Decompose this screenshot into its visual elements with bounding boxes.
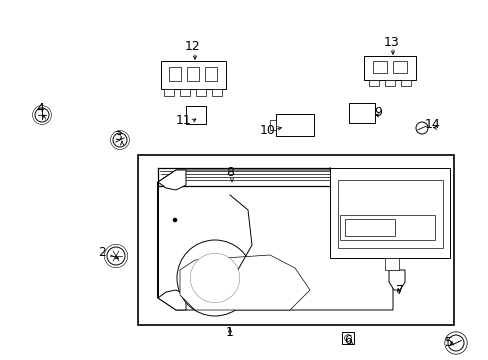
Text: 8: 8	[225, 166, 234, 180]
Text: 10: 10	[260, 123, 275, 136]
Text: 3: 3	[114, 130, 122, 143]
Text: 14: 14	[424, 118, 440, 131]
Bar	[384, 80, 394, 86]
Bar	[212, 89, 222, 96]
Bar	[339, 215, 434, 240]
Bar	[185, 106, 205, 124]
Text: 9: 9	[373, 105, 381, 118]
Bar	[275, 114, 313, 136]
Circle shape	[447, 335, 463, 351]
Bar	[372, 61, 386, 73]
Text: 2: 2	[98, 247, 106, 260]
Bar	[163, 89, 174, 96]
Bar	[169, 67, 181, 81]
Bar	[186, 67, 199, 81]
Circle shape	[173, 218, 177, 222]
Polygon shape	[158, 170, 185, 310]
Bar	[161, 61, 225, 89]
Bar	[204, 67, 217, 81]
Bar	[269, 120, 275, 130]
Bar	[196, 89, 205, 96]
Circle shape	[107, 247, 125, 265]
Polygon shape	[180, 255, 309, 310]
Bar	[329, 168, 449, 258]
Bar	[392, 61, 406, 73]
Bar	[400, 80, 410, 86]
Circle shape	[190, 253, 239, 303]
Bar	[363, 56, 415, 80]
Text: 13: 13	[384, 36, 399, 49]
Polygon shape	[158, 170, 392, 310]
Bar	[384, 258, 398, 270]
Bar	[368, 80, 378, 86]
Text: 7: 7	[395, 284, 403, 297]
Bar	[337, 180, 442, 248]
Text: 5: 5	[444, 337, 452, 350]
Text: 12: 12	[185, 40, 201, 54]
Text: 11: 11	[176, 113, 191, 126]
Bar	[345, 219, 394, 236]
Text: 4: 4	[36, 102, 44, 114]
Bar	[138, 155, 453, 325]
Circle shape	[113, 133, 127, 147]
Circle shape	[344, 335, 351, 341]
Polygon shape	[388, 270, 404, 290]
Text: 6: 6	[344, 333, 351, 346]
Bar	[180, 89, 190, 96]
Circle shape	[415, 122, 427, 134]
Circle shape	[35, 108, 49, 122]
Circle shape	[177, 240, 252, 316]
Bar	[348, 103, 374, 123]
Text: 1: 1	[225, 325, 233, 338]
Bar	[341, 332, 353, 344]
